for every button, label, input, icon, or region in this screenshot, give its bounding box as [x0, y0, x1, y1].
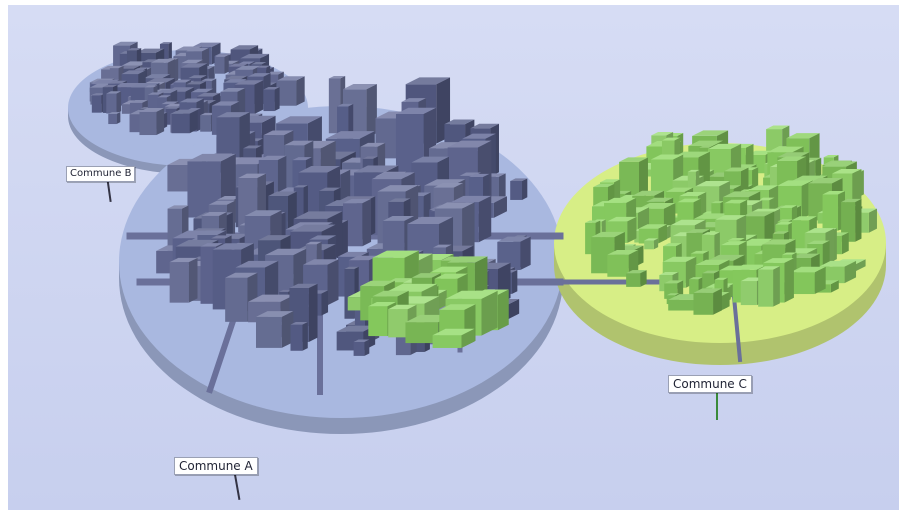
building-block [693, 288, 722, 315]
building-block [626, 270, 647, 287]
building-block [277, 76, 305, 106]
building-block [139, 107, 165, 136]
building-block [290, 321, 308, 351]
building-block [225, 272, 258, 322]
building-block [169, 257, 198, 303]
building-block [619, 157, 648, 199]
commune-a-label[interactable]: Commune A [174, 457, 258, 475]
building-block [106, 91, 122, 114]
building-block [263, 87, 280, 112]
building-block [607, 249, 639, 277]
building-block [790, 266, 826, 295]
building-block [510, 178, 528, 200]
building-block [108, 112, 121, 125]
commune-c-pole [716, 392, 718, 420]
building-block [353, 339, 370, 356]
building-block [758, 266, 780, 307]
building-block [432, 328, 475, 348]
building-block [650, 154, 684, 198]
building-block [214, 54, 229, 74]
building-block [255, 311, 294, 348]
commune-b-label[interactable]: Commune B [66, 166, 136, 182]
building-block [644, 238, 659, 250]
commune-c-label[interactable]: Commune C [668, 375, 752, 393]
building-block [171, 109, 198, 134]
building-block [342, 83, 377, 139]
building-block [841, 198, 862, 242]
